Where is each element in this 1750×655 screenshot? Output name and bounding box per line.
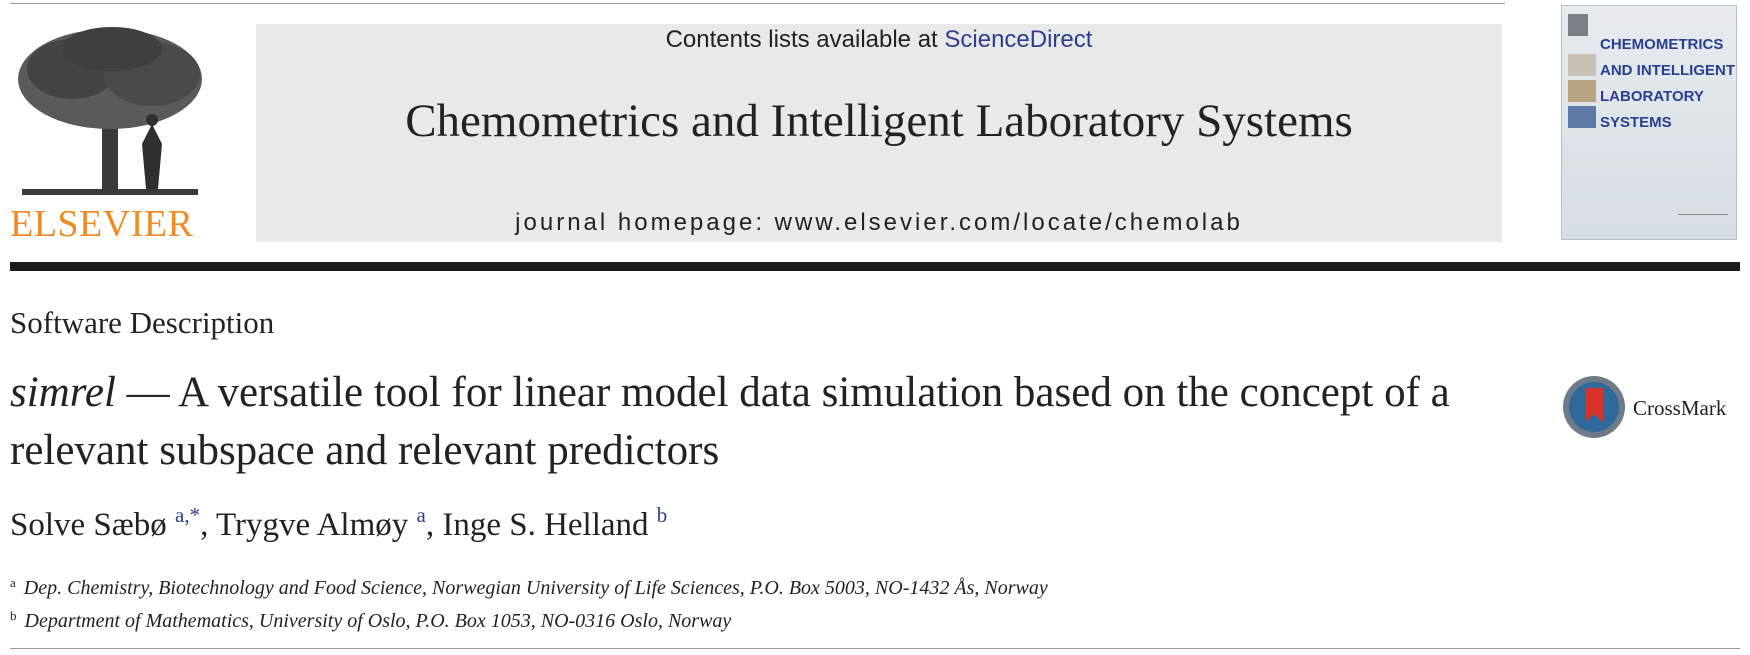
cover-title-line: SYSTEMS <box>1600 114 1672 131</box>
affiliation-mark: b <box>10 608 17 623</box>
author-name[interactable]: Inge S. Helland <box>442 507 649 543</box>
cover-title-line: AND INTELLIGENT <box>1600 62 1735 79</box>
affiliation-text: Department of Mathematics, University of… <box>24 610 732 632</box>
crossmark-icon <box>1563 376 1625 438</box>
elsevier-tree-icon <box>18 27 202 195</box>
crossmark-button[interactable]: CrossMark <box>1561 374 1741 444</box>
publisher-logo[interactable]: ELSEVIER <box>10 24 210 246</box>
top-rule <box>10 3 1505 4</box>
author-name[interactable]: Trygve Almøy <box>216 507 409 543</box>
author-separator: , <box>200 507 217 543</box>
article-title-package: simrel <box>10 369 116 416</box>
author-list: Solve Sæbø a,*, Trygve Almøy a, Inge S. … <box>10 503 667 544</box>
cover-title: CHEMOMETRICS AND INTELLIGENT LABORATORY … <box>1600 32 1736 136</box>
header-divider <box>10 262 1740 271</box>
article-title: simrel — A versatile tool for linear mod… <box>10 364 1490 480</box>
bottom-rule <box>10 648 1740 649</box>
affiliation-mark: a <box>10 575 16 590</box>
author-affiliation-link[interactable]: a,* <box>175 503 201 527</box>
article-title-rest: — A versatile tool for linear model data… <box>10 369 1450 474</box>
cover-publisher-icon <box>1568 14 1588 36</box>
contents-line: Contents lists available at ScienceDirec… <box>256 26 1502 54</box>
journal-cover[interactable]: CHEMOMETRICS AND INTELLIGENT LABORATORY … <box>1561 5 1737 240</box>
crossmark-label: CrossMark <box>1633 396 1727 420</box>
author-affiliation-link[interactable]: b <box>656 503 668 527</box>
cover-thumb-3 <box>1568 106 1596 128</box>
cover-title-line: LABORATORY <box>1600 88 1704 105</box>
affiliation-item: b Department of Mathematics, University o… <box>10 602 1048 635</box>
cover-thumb-1 <box>1568 54 1596 76</box>
article-section: Software Description <box>10 305 275 340</box>
journal-title[interactable]: Chemometrics and Intelligent Laboratory … <box>405 95 1353 147</box>
cover-thumb-2 <box>1568 80 1596 102</box>
journal-homepage[interactable]: journal homepage: www.elsevier.com/locat… <box>515 209 1243 236</box>
sciencedirect-link[interactable]: ScienceDirect <box>944 26 1093 53</box>
elsevier-wordmark: ELSEVIER <box>10 203 194 245</box>
affiliation-list: a Dep. Chemistry, Biotechnology and Food … <box>10 569 1048 635</box>
contents-prefix: Contents lists available at <box>665 26 945 53</box>
affiliation-item: a Dep. Chemistry, Biotechnology and Food … <box>10 569 1048 602</box>
affiliation-text: Dep. Chemistry, Biotechnology and Food S… <box>23 577 1048 599</box>
journal-masthead: Contents lists available at ScienceDirec… <box>256 24 1502 242</box>
author-separator: , <box>425 507 443 543</box>
author-affiliation-link[interactable]: a <box>416 503 426 527</box>
cover-title-line: CHEMOMETRICS <box>1600 36 1724 53</box>
author-name[interactable]: Solve Sæbø <box>10 507 167 543</box>
cover-footer-mark <box>1678 214 1728 231</box>
